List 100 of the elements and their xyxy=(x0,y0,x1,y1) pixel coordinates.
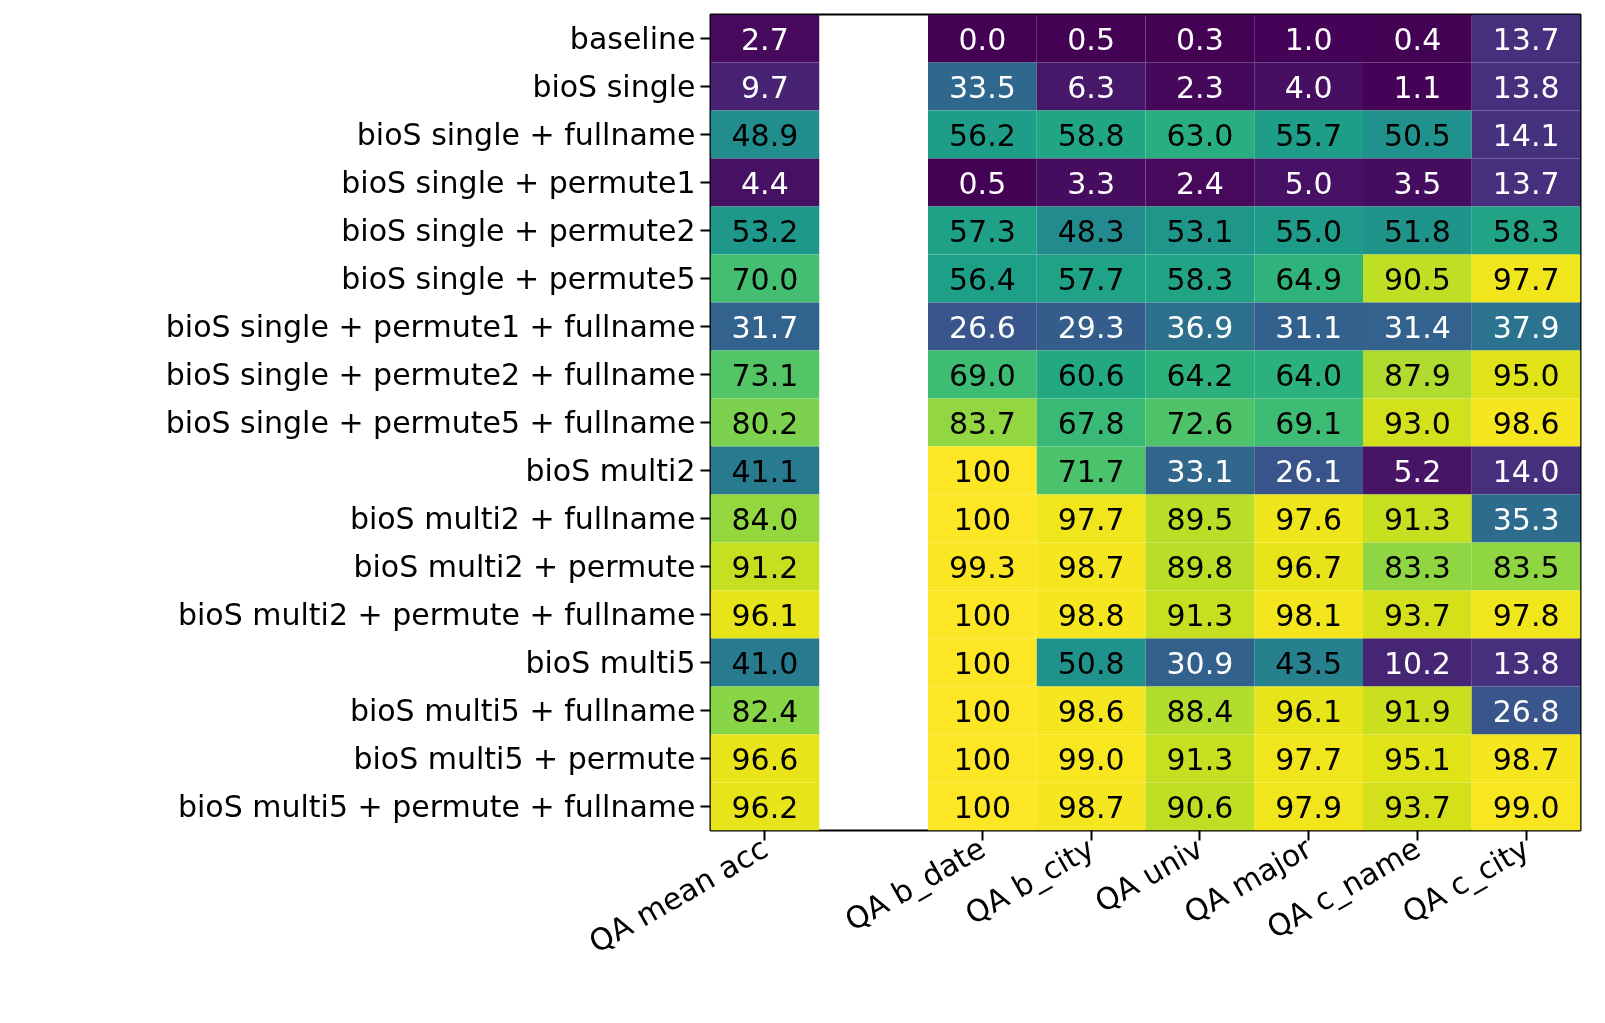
data-label: 90.6 xyxy=(1166,789,1234,825)
data-label: 99.3 xyxy=(948,549,1016,585)
data-label: 3.3 xyxy=(1067,165,1115,201)
data-label: 2.7 xyxy=(741,21,789,57)
data-label: 0.0 xyxy=(958,21,1007,57)
data-label: 71.7 xyxy=(1057,453,1125,489)
data-label: 37.9 xyxy=(1492,309,1560,345)
data-label: 0.3 xyxy=(1176,21,1224,57)
data-label: 91.3 xyxy=(1166,741,1234,777)
data-label: 97.7 xyxy=(1275,741,1343,777)
data-label: 93.7 xyxy=(1383,789,1451,825)
data-label: 80.2 xyxy=(731,405,799,441)
data-label: 100 xyxy=(953,693,1012,729)
data-label: 1.1 xyxy=(1393,69,1442,105)
y-tick-label: bioS multi5 xyxy=(525,645,696,680)
data-label: 14.1 xyxy=(1492,117,1560,153)
data-label: 93.7 xyxy=(1383,597,1451,633)
data-label: 91.3 xyxy=(1166,597,1234,633)
y-tick-label: bioS single + fullname xyxy=(356,117,696,152)
data-label: 4.4 xyxy=(741,165,789,201)
y-tick-label: bioS multi5 + permute xyxy=(353,741,696,776)
data-label: 91.3 xyxy=(1383,501,1451,537)
data-label: 96.6 xyxy=(731,741,799,777)
data-label: 73.1 xyxy=(731,357,799,393)
data-label: 98.6 xyxy=(1492,405,1560,441)
data-label: 95.1 xyxy=(1383,741,1451,777)
data-label: 57.3 xyxy=(948,213,1016,249)
data-label: 97.7 xyxy=(1492,261,1560,297)
data-label: 58.8 xyxy=(1057,117,1125,153)
data-label: 98.7 xyxy=(1492,741,1560,777)
data-label: 91.2 xyxy=(731,549,799,585)
data-label: 56.4 xyxy=(948,261,1016,297)
data-label: 72.6 xyxy=(1166,405,1234,441)
data-label: 63.0 xyxy=(1166,117,1234,153)
data-label: 98.7 xyxy=(1057,549,1125,585)
data-label: 41.0 xyxy=(731,645,799,681)
data-label: 98.6 xyxy=(1057,693,1125,729)
data-label: 83.7 xyxy=(948,405,1016,441)
y-tick-label: bioS multi2 xyxy=(525,453,696,488)
data-label: 98.1 xyxy=(1275,597,1343,633)
data-label: 56.2 xyxy=(948,117,1016,153)
data-label: 83.3 xyxy=(1383,549,1451,585)
data-label: 64.0 xyxy=(1275,357,1343,393)
data-label: 33.1 xyxy=(1166,453,1234,489)
data-label: 90.5 xyxy=(1383,261,1451,297)
data-label: 89.8 xyxy=(1166,549,1234,585)
data-label: 26.6 xyxy=(948,309,1016,345)
data-label: 5.0 xyxy=(1284,165,1333,201)
data-label: 53.2 xyxy=(731,213,799,249)
data-label: 100 xyxy=(953,501,1012,537)
data-label: 55.7 xyxy=(1275,117,1343,153)
data-label: 33.5 xyxy=(948,69,1016,105)
data-label: 14.0 xyxy=(1492,453,1560,489)
data-label: 31.1 xyxy=(1275,309,1343,345)
data-label: 0.5 xyxy=(958,165,1007,201)
y-tick-label: bioS single + permute1 xyxy=(341,165,696,200)
data-label: 6.3 xyxy=(1067,69,1115,105)
data-label: 96.1 xyxy=(731,597,799,633)
y-tick-label: bioS multi2 + permute xyxy=(353,549,696,584)
data-label: 97.6 xyxy=(1275,501,1343,537)
data-label: 0.4 xyxy=(1393,21,1442,57)
data-label: 67.8 xyxy=(1057,405,1125,441)
y-tick-label: bioS multi5 + fullname xyxy=(349,693,696,728)
y-tick-label: bioS single + permute1 + fullname xyxy=(165,309,696,344)
data-label: 3.5 xyxy=(1393,165,1442,201)
data-label: 5.2 xyxy=(1393,453,1442,489)
data-label: 69.0 xyxy=(948,357,1016,393)
y-tick-label: bioS single + permute5 + fullname xyxy=(165,405,696,440)
data-label: 4.0 xyxy=(1284,69,1333,105)
data-label: 10.2 xyxy=(1383,645,1451,681)
data-label: 53.1 xyxy=(1166,213,1234,249)
data-label: 50.8 xyxy=(1057,645,1125,681)
data-label: 97.8 xyxy=(1492,597,1560,633)
data-label: 88.4 xyxy=(1166,693,1234,729)
data-label: 64.2 xyxy=(1166,357,1234,393)
data-label: 91.9 xyxy=(1383,693,1451,729)
data-label: 31.7 xyxy=(731,309,799,345)
data-label: 100 xyxy=(953,789,1012,825)
y-tick-label: bioS single + permute5 xyxy=(341,261,696,296)
data-label: 43.5 xyxy=(1275,645,1343,681)
data-label: 87.9 xyxy=(1383,357,1451,393)
data-label: 95.0 xyxy=(1492,357,1560,393)
data-label: 98.8 xyxy=(1057,597,1125,633)
data-label: 50.5 xyxy=(1383,117,1451,153)
data-label: 89.5 xyxy=(1166,501,1234,537)
data-label: 96.2 xyxy=(731,789,799,825)
data-label: 96.1 xyxy=(1275,693,1343,729)
data-label: 83.5 xyxy=(1492,549,1560,585)
data-label: 26.1 xyxy=(1275,453,1343,489)
data-label: 13.8 xyxy=(1492,645,1560,681)
data-label: 13.7 xyxy=(1492,21,1560,57)
y-tick-label: bioS single xyxy=(532,69,696,104)
data-label: 98.7 xyxy=(1057,789,1125,825)
data-label: 93.0 xyxy=(1383,405,1451,441)
data-label: 100 xyxy=(953,453,1012,489)
data-label: 2.4 xyxy=(1176,165,1224,201)
data-label: 100 xyxy=(953,741,1012,777)
data-label: 1.0 xyxy=(1284,21,1333,57)
data-label: 51.8 xyxy=(1383,213,1451,249)
data-label: 13.8 xyxy=(1492,69,1560,105)
